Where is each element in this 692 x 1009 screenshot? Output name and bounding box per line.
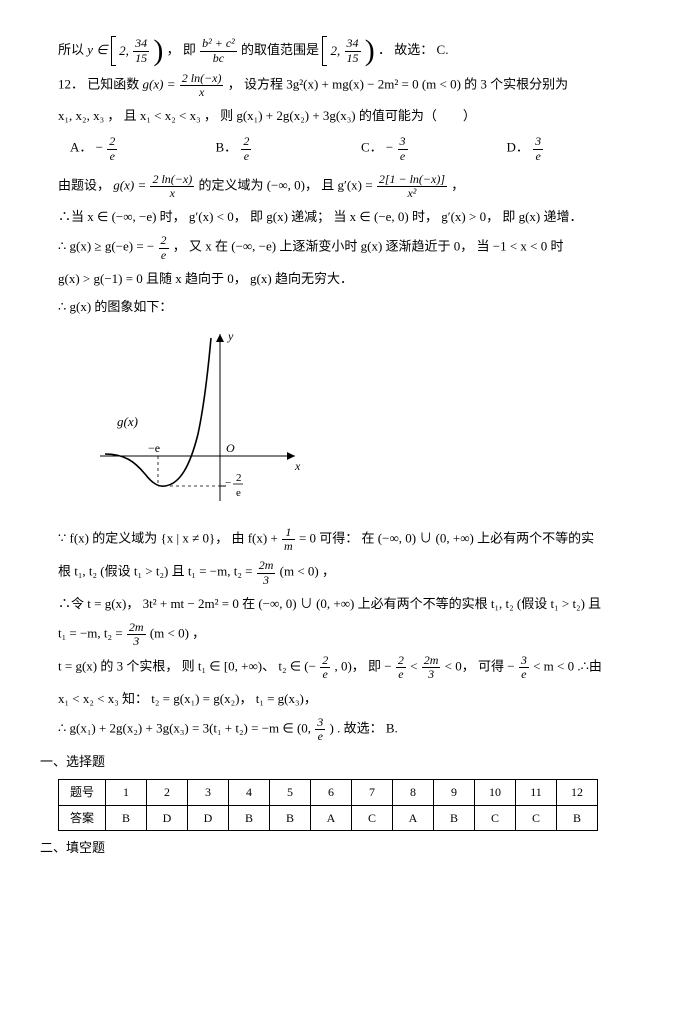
cell: 5 (270, 780, 311, 805)
axis-y-label: y (227, 329, 234, 343)
text: ， 设方程 3g²(x) + mg(x) − 2m² = 0 (m < 0) 的… (228, 77, 568, 92)
option-c: C． − 3 e (361, 135, 507, 162)
cell: A (393, 805, 434, 830)
cell: D (188, 805, 229, 830)
section-2-heading: 二、填空题 (40, 837, 652, 859)
svg-text:2: 2 (236, 472, 242, 484)
option-d: D． 3 e (507, 135, 653, 162)
options-row: A． − 2 e B． 2 e C． − 3 e D． 3 e (70, 135, 652, 162)
cell: B (434, 805, 475, 830)
section-1-heading: 一、选择题 (40, 751, 652, 773)
graph-container: y x O g(x) −e − 2 e (80, 326, 652, 518)
cell: B (106, 805, 147, 830)
text: 已知函数 (87, 77, 142, 92)
q12-line1: 12． 已知函数 g(x) = 2 ln(−x) x ， 设方程 3g²(x) … (40, 72, 652, 99)
row-head: 答案 (59, 805, 106, 830)
bracket (322, 36, 327, 66)
text: ． 故选： C. (378, 42, 448, 57)
cell: C (516, 805, 557, 830)
table-row: 题号 1 2 3 4 5 6 7 8 9 10 11 12 (59, 780, 598, 805)
graph-svg: y x O g(x) −e − 2 e (80, 326, 310, 511)
cell: 12 (557, 780, 598, 805)
sol-l2: ∴当 x ∈ (−∞, −e) 时， g′(x) < 0， 即 g(x) 递减；… (40, 206, 652, 228)
cell: B (229, 805, 270, 830)
cell: 7 (352, 780, 393, 805)
sol-l12: ∴ g(x₁) + 2g(x₂) + 3g(x₃) = 3(t₁ + t₂) =… (40, 716, 652, 743)
y-in: y ∈ (87, 42, 107, 57)
cell: C (475, 805, 516, 830)
text: 所以 (58, 42, 87, 57)
bracket (111, 36, 116, 66)
q-label: 12． (58, 77, 84, 92)
answer-table: 题号 1 2 3 4 5 6 7 8 9 10 11 12 答案 B D D B… (58, 779, 598, 831)
cell: 11 (516, 780, 557, 805)
cell: A (311, 805, 352, 830)
cell: 1 (106, 780, 147, 805)
sol-l1: 由题设， g(x) = 2 ln(−x) x 的定义域为 (−∞, 0)， 且 … (40, 173, 652, 200)
cell: B (270, 805, 311, 830)
sol-l4: g(x) > g(−1) = 0 且随 x 趋向于 0， g(x) 趋向无穷大． (40, 268, 652, 290)
q12-line2: x₁, x₂, x₃ ， 且 x₁ < x₂ < x₃ ， 则 g(x₁) + … (40, 105, 652, 127)
paren: ) (365, 37, 375, 65)
sol-l10: t = g(x) 的 3 个实根， 则 t₁ ∈ [0, +∞)、 t₂ ∈ (… (40, 654, 652, 681)
intro-line: 所以 y ∈ 2, 34 15 ) ， 即 b² + c² bc 的取值范围是 … (40, 36, 652, 66)
frac-34-15a: 34 15 (133, 37, 149, 64)
cell: B (557, 805, 598, 830)
svg-text:−: − (225, 477, 231, 489)
paren: ) (153, 37, 163, 65)
text: ， 即 (167, 42, 196, 57)
neg-e-label: −e (148, 441, 160, 455)
cell: 10 (475, 780, 516, 805)
table-row: 答案 B D D B B A C A B C C B (59, 805, 598, 830)
cell: 8 (393, 780, 434, 805)
frac-34-15b: 34 15 (345, 37, 361, 64)
cell: 3 (188, 780, 229, 805)
sol-l9: t₁ = −m, t₂ = 2m 3 (m < 0) ， (40, 621, 652, 648)
row-head: 题号 (59, 780, 106, 805)
frac-gx: 2 ln(−x) x (180, 72, 224, 99)
cell: 6 (311, 780, 352, 805)
text: x₁, x₂, x₃ ， 且 x₁ < x₂ < x₃ ， 则 g(x₁) + … (58, 108, 476, 123)
two: 2, (119, 43, 129, 58)
frac-bc: b² + c² bc (200, 37, 237, 64)
sol-l7: 根 t₁, t₂ (假设 t₁ > t₂) 且 t₁ = −m, t₂ = 2m… (40, 559, 652, 586)
gx: g(x) = (143, 77, 176, 92)
gx-label: g(x) (117, 414, 138, 429)
sol-l6: ∵ f(x) 的定义域为 {x | x ≠ 0}， 由 f(x) + 1 m =… (40, 526, 652, 553)
option-b: B． 2 e (216, 135, 362, 162)
cell: 9 (434, 780, 475, 805)
sol-l11: x₁ < x₂ < x₃ 知： t₂ = g(x₁) = g(x₂)， t₁ =… (40, 688, 652, 710)
cell: D (147, 805, 188, 830)
option-a: A． − 2 e (70, 135, 216, 162)
sol-l3: ∴ g(x) ≥ g(−e) = − 2 e ， 又 x 在 (−∞, −e) … (40, 234, 652, 261)
sol-l5: ∴ g(x) 的图象如下： (40, 296, 652, 318)
cell: C (352, 805, 393, 830)
sol-l8: ∴令 t = g(x)， 3t² + mt − 2m² = 0 在 (−∞, 0… (40, 593, 652, 615)
text: 的取值范围是 (241, 42, 319, 57)
axis-x-label: x (294, 459, 301, 473)
cell: 2 (147, 780, 188, 805)
two: 2, (331, 43, 341, 58)
cell: 4 (229, 780, 270, 805)
svg-text:e: e (236, 487, 241, 499)
origin-label: O (226, 441, 235, 455)
